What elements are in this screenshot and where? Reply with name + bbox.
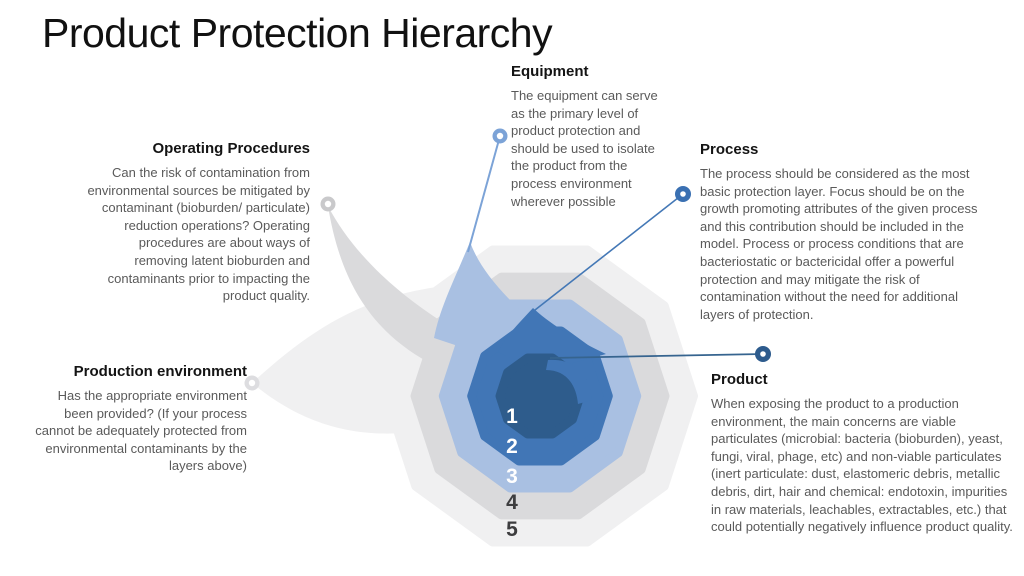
level-5-number: 5 bbox=[506, 518, 518, 541]
equipment-marker-hole bbox=[496, 132, 504, 140]
process-marker-hole bbox=[680, 191, 686, 197]
callout-equipment-heading: Equipment bbox=[511, 63, 589, 80]
callout-process-heading: Process bbox=[700, 141, 759, 158]
level-3-number: 3 bbox=[506, 465, 518, 488]
callout-production-environment: Production environment Has the appropria… bbox=[35, 363, 247, 475]
callout-equipment: Equipment The equipment can serve as the… bbox=[511, 63, 673, 210]
callout-process-body: The process should be considered as the … bbox=[700, 166, 978, 322]
equipment-connector-line bbox=[467, 135, 501, 253]
callout-production-environment-heading: Production environment bbox=[73, 363, 247, 380]
callout-production-environment-body: Has the appropriate environment been pro… bbox=[35, 388, 247, 474]
callout-operating-procedures-heading: Operating Procedures bbox=[152, 140, 310, 157]
callout-product: Product When exposing the product to a p… bbox=[711, 371, 1014, 536]
level-1-ring bbox=[495, 353, 585, 439]
callout-equipment-body: The equipment can serve as the primary l… bbox=[511, 88, 658, 209]
slide-title: Product Protection Hierarchy bbox=[42, 10, 553, 56]
level-4-number: 4 bbox=[506, 491, 518, 514]
callout-operating-procedures: Operating Procedures Can the risk of con… bbox=[85, 140, 310, 305]
process-connector-line bbox=[534, 193, 684, 311]
operating-procedures-marker-hole bbox=[324, 200, 332, 208]
level-1-number: 1 bbox=[506, 405, 518, 428]
production-environment-marker-hole bbox=[248, 379, 256, 387]
callout-process: Process The process should be considered… bbox=[700, 141, 990, 323]
product-connector-line bbox=[549, 353, 764, 359]
level-2-number: 2 bbox=[506, 435, 518, 458]
callout-product-heading: Product bbox=[711, 371, 768, 388]
level-1-spiral-seam bbox=[546, 359, 592, 404]
level-4-tail bbox=[328, 206, 452, 362]
product-marker-hole bbox=[760, 351, 766, 357]
callout-product-body: When exposing the product to a productio… bbox=[711, 396, 1013, 535]
callout-operating-procedures-body: Can the risk of contamination from envir… bbox=[87, 165, 310, 304]
